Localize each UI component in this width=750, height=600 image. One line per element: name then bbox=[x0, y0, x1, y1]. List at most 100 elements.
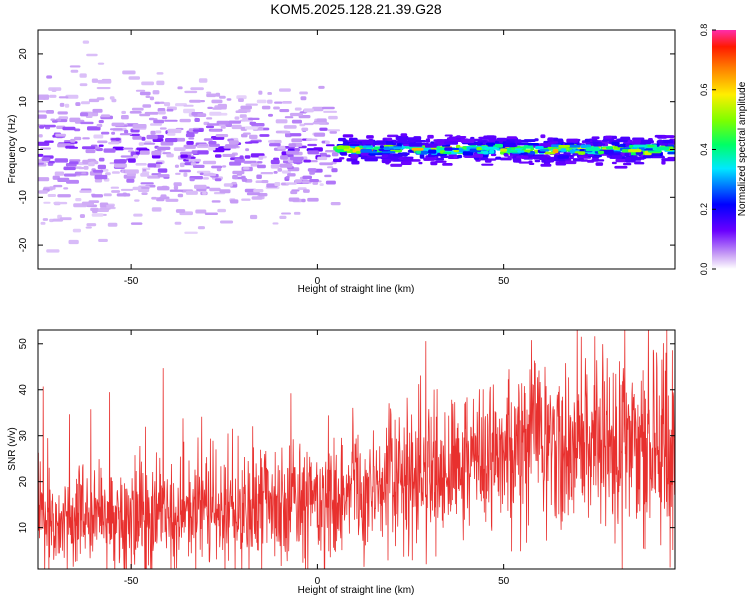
spectrogram-cell bbox=[503, 153, 509, 157]
spectrogram-cell bbox=[444, 141, 459, 145]
spectrogram-cell bbox=[47, 163, 54, 166]
spectrogram-cell bbox=[209, 187, 221, 192]
snr-x-ticks: -50 0 50 bbox=[124, 330, 510, 587]
spectrogram-cell bbox=[39, 125, 45, 129]
spectrogram-cell bbox=[325, 154, 331, 158]
spectrogram-cell bbox=[279, 109, 290, 113]
spectrogram-cell bbox=[38, 177, 50, 182]
spectrogram-cell bbox=[131, 107, 144, 111]
spectrogram-cell bbox=[273, 157, 280, 161]
spectrogram-cell bbox=[430, 161, 438, 166]
spectrogram-cell bbox=[564, 142, 575, 145]
spectrogram-cell bbox=[98, 120, 104, 124]
spectrogram-cell bbox=[505, 139, 511, 143]
spectrogram-cell bbox=[623, 162, 632, 166]
spectrogram-cell bbox=[651, 156, 665, 159]
spectrogram-cell bbox=[325, 140, 330, 145]
spectrogram-cell bbox=[258, 193, 268, 197]
spectrogram-cell bbox=[150, 123, 162, 126]
spectrogram-cell bbox=[366, 135, 374, 139]
spectrogram-cell bbox=[257, 127, 264, 131]
spectrogram-cell bbox=[234, 116, 240, 120]
spectrogram-cell bbox=[338, 137, 346, 142]
spectrogram-cell bbox=[290, 190, 298, 195]
spectrogram-cell bbox=[82, 137, 90, 140]
spectrogram-cell bbox=[219, 189, 231, 194]
spectrogram-cell bbox=[184, 90, 198, 94]
spectrogram-cell bbox=[342, 134, 354, 138]
spectrogram-cell bbox=[560, 148, 567, 152]
spectrogram-cell bbox=[288, 143, 297, 148]
spectrogram-cell bbox=[243, 132, 251, 135]
spectrogram-cell bbox=[388, 154, 395, 158]
spectrogram-cell bbox=[424, 143, 438, 148]
spectrogram-cell bbox=[300, 96, 307, 101]
spectrogram-cell bbox=[548, 141, 559, 144]
spectrogram-cell bbox=[166, 108, 174, 112]
spectrogram-cell bbox=[228, 140, 239, 145]
spectrogram-cell bbox=[140, 182, 154, 185]
spectrogram-cell bbox=[38, 94, 50, 99]
spectrogram-cell bbox=[309, 179, 319, 182]
spectrogram-cell bbox=[57, 111, 68, 115]
spectrogram-cell bbox=[173, 185, 179, 190]
spectrogram-cell bbox=[251, 196, 263, 200]
spectrogram-cell bbox=[257, 164, 266, 169]
spectrogram-cell bbox=[130, 222, 143, 225]
spectrogram-cell bbox=[269, 143, 281, 147]
spectrogram-cell bbox=[38, 162, 44, 165]
spectrogram-cell bbox=[229, 161, 242, 166]
spectrogram-cell bbox=[606, 155, 611, 158]
spectrogram-cell bbox=[279, 215, 287, 219]
spectrogram-cells bbox=[38, 40, 675, 253]
spectrogram-cell bbox=[120, 188, 134, 191]
spectrogram-cell bbox=[496, 137, 507, 142]
spectrogram-cell bbox=[625, 156, 631, 161]
spectrogram-cell bbox=[80, 112, 89, 117]
spectrogram-cell bbox=[397, 143, 402, 147]
spectrogram-cell bbox=[151, 150, 162, 156]
spectrogram-cell bbox=[208, 146, 216, 151]
spectrogram-cell bbox=[534, 159, 541, 163]
spectrogram-cell bbox=[235, 110, 248, 113]
spectrogram-cell bbox=[656, 146, 670, 150]
spectrogram-cell bbox=[312, 181, 319, 185]
spectrogram-cell bbox=[293, 211, 301, 215]
spectrogram-cell bbox=[435, 160, 447, 163]
spectrogram-cell bbox=[38, 114, 47, 119]
colorbar-tick-label: 0.0 bbox=[699, 263, 709, 276]
spectrogram-cell bbox=[43, 201, 51, 204]
spectrogram-cell bbox=[460, 138, 475, 143]
spectrogram-cell bbox=[215, 154, 222, 158]
spectrogram-cell bbox=[301, 198, 306, 203]
spectrogram-cell bbox=[114, 163, 127, 168]
spectrogram-cell bbox=[174, 164, 179, 168]
spectrogram-cell bbox=[46, 249, 60, 253]
spectrogram-cell bbox=[197, 226, 205, 230]
spectrogram-cell bbox=[222, 165, 227, 168]
spectrogram-cell bbox=[572, 153, 579, 156]
spectrogram-cell bbox=[226, 98, 232, 101]
spectrogram-cell bbox=[199, 172, 204, 176]
spectrogram-cell bbox=[481, 163, 494, 166]
spectrogram-cell bbox=[661, 135, 675, 139]
spectrogram-cell bbox=[57, 194, 71, 198]
spectrogram-cell bbox=[157, 174, 170, 178]
spectrogram-cell bbox=[290, 156, 304, 161]
spectrogram-cell bbox=[103, 193, 112, 197]
spectrogram-cell bbox=[189, 177, 195, 182]
spectrogram-cell bbox=[159, 101, 165, 104]
spectrogram-cell bbox=[92, 209, 98, 214]
spectrogram-cell bbox=[611, 154, 623, 159]
spectrogram-cell bbox=[385, 141, 394, 145]
spectrogram-cell bbox=[107, 222, 118, 227]
spectrogram-cell bbox=[614, 165, 628, 169]
spectrogram-cell bbox=[177, 86, 183, 90]
spectrogram-cell bbox=[584, 138, 591, 143]
spectrogram-cell bbox=[169, 189, 183, 192]
spectrogram-cell bbox=[302, 175, 312, 180]
spectrogram-cell bbox=[202, 191, 207, 195]
spectrogram-cell bbox=[195, 209, 207, 214]
spectrogram-cell bbox=[44, 140, 54, 143]
spectrogram-cell bbox=[38, 134, 43, 138]
